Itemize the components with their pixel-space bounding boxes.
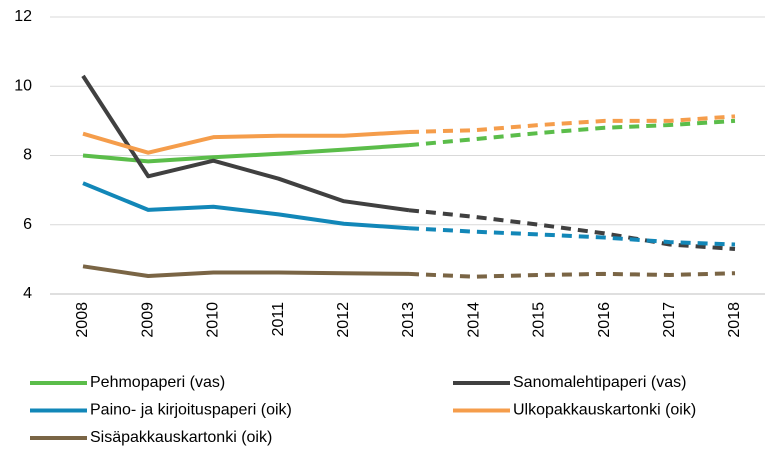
x-tick-label: 2013 (400, 302, 417, 338)
series-line (81, 74, 410, 213)
y-tick-label: 12 (14, 8, 32, 25)
series-line (82, 129, 410, 155)
legend-label: Sanomalehtipaperi (vas) (513, 374, 686, 391)
series-line (408, 118, 736, 148)
y-tick-label: 4 (23, 285, 32, 302)
x-tick-label: 2010 (205, 302, 222, 338)
x-tick-label: 2015 (531, 302, 548, 338)
series-line (408, 208, 736, 251)
legend-label: Sisäpakkauskartonki (oik) (90, 429, 272, 446)
x-tick-label: 2011 (270, 302, 287, 337)
x-tick-label: 2014 (465, 302, 482, 338)
legend-label: Paino- ja kirjoituspaperi (oik) (90, 402, 292, 419)
series-line (408, 271, 736, 279)
x-tick-label: 2018 (726, 302, 743, 338)
legend-label: Pehmopaperi (vas) (90, 374, 225, 391)
series-line (408, 226, 736, 247)
x-tick-label: 2017 (661, 302, 678, 338)
x-tick-label: 2009 (139, 302, 156, 338)
series-line (82, 264, 410, 278)
y-tick-label: 10 (14, 77, 32, 94)
y-tick-label: 6 (23, 216, 32, 233)
x-tick-label: 2008 (74, 302, 91, 338)
y-tick-label: 8 (23, 147, 32, 164)
series-line (82, 181, 410, 231)
legend-label: Ulkopakkauskartonki (oik) (513, 402, 696, 419)
x-tick-label: 2016 (596, 302, 613, 338)
x-tick-label: 2012 (335, 302, 352, 338)
series-line (408, 114, 736, 134)
